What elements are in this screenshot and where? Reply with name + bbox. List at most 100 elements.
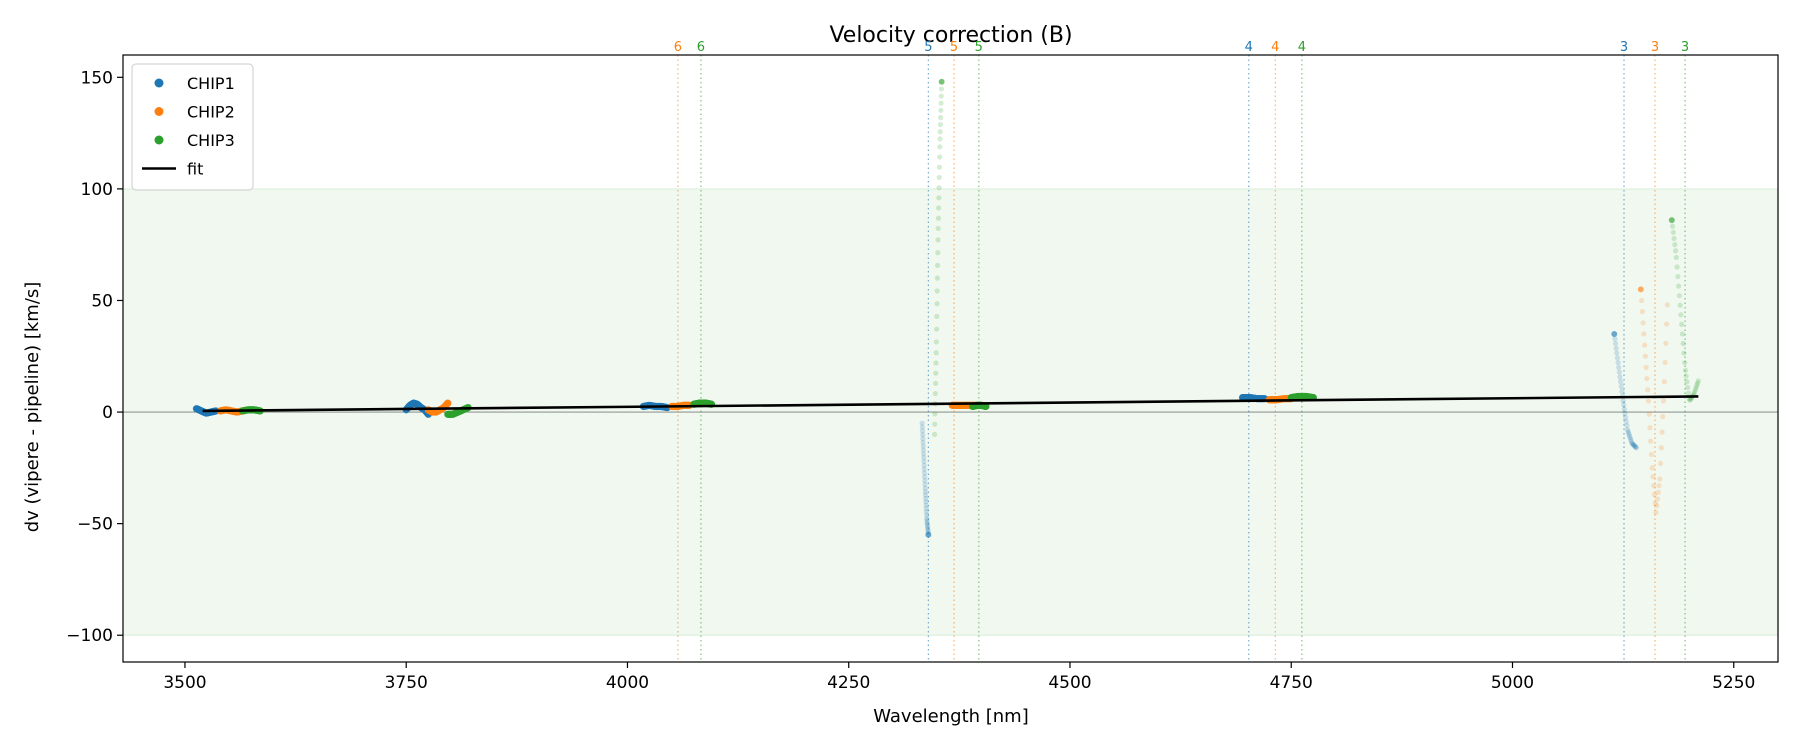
data-point [1616, 364, 1622, 371]
data-point [938, 78, 945, 85]
data-point [1613, 345, 1619, 351]
data-point [924, 517, 930, 524]
data-point [1695, 378, 1701, 384]
data-point [931, 431, 938, 437]
data-point [920, 435, 926, 442]
data-point [1681, 350, 1687, 356]
data-point [1633, 444, 1639, 450]
data-point [1627, 434, 1633, 441]
data-point [1660, 398, 1667, 404]
fit-line [202, 395, 1699, 413]
data-point [1673, 254, 1679, 261]
data-point [1620, 398, 1626, 404]
data-point [925, 525, 931, 531]
data-point [1670, 229, 1676, 235]
data-point [1642, 353, 1648, 359]
data-point [933, 339, 939, 345]
data-point [933, 370, 939, 376]
data-point [1648, 438, 1654, 444]
data-point [920, 451, 927, 457]
data-point [1630, 441, 1636, 447]
data-point [921, 462, 927, 468]
data-point [1644, 375, 1650, 382]
data-point [921, 470, 928, 476]
data-point [934, 313, 940, 320]
y-tick-label: −50 [77, 515, 113, 535]
data-point [1682, 360, 1688, 366]
data-point [1675, 273, 1681, 280]
data-point [1684, 379, 1690, 385]
data-point [1625, 429, 1631, 435]
data-point [1628, 436, 1634, 443]
data-point [1664, 302, 1670, 308]
data-point [937, 122, 944, 128]
data-point [1631, 443, 1638, 449]
data-point [1662, 359, 1668, 366]
x-tick-label: 4000 [606, 673, 649, 693]
data-point [982, 402, 990, 411]
data-point [1638, 297, 1645, 304]
data-point [1612, 340, 1619, 347]
data-point [923, 509, 930, 515]
data-point [1631, 442, 1637, 448]
data-point [919, 428, 926, 434]
data-point [1649, 465, 1655, 471]
data-point [924, 519, 930, 525]
data-point [920, 439, 926, 445]
x-tick-label: 5250 [1712, 673, 1755, 693]
data-point [1651, 492, 1658, 498]
data-point [932, 380, 939, 386]
legend-label: fit [187, 160, 203, 179]
data-point [1663, 340, 1669, 346]
data-point [936, 185, 942, 191]
plot-frame [122, 54, 1779, 663]
data-point [1672, 242, 1678, 248]
data-point [924, 512, 930, 518]
data-point [1692, 387, 1698, 393]
data-point [938, 107, 944, 113]
data-point [933, 360, 939, 366]
data-point [1691, 389, 1698, 395]
data-point [1679, 321, 1685, 327]
data-point [924, 521, 930, 527]
data-point [933, 326, 940, 332]
order-label: 3 [1651, 40, 1659, 55]
data-point [1657, 460, 1664, 466]
data-point [1621, 402, 1627, 408]
data-point [925, 531, 932, 538]
data-point [1676, 293, 1682, 299]
legend-marker [154, 135, 164, 145]
data-point [932, 390, 938, 397]
data-point [1643, 364, 1649, 371]
data-point [1682, 367, 1689, 373]
data-point [1683, 373, 1689, 379]
data-point [922, 481, 928, 488]
order-label: 3 [1681, 40, 1689, 55]
data-point [1678, 312, 1684, 318]
data-point [922, 492, 929, 498]
data-point [1623, 414, 1629, 421]
data-point [1669, 223, 1676, 229]
data-point [938, 114, 944, 121]
data-point [1626, 431, 1632, 437]
data-point [1617, 379, 1624, 385]
legend: CHIP1 CHIP2 CHIP3 fit [131, 63, 254, 191]
data-point [1624, 427, 1631, 433]
data-point [936, 174, 942, 181]
data-point [920, 443, 926, 449]
order-label: 4 [1245, 40, 1253, 55]
data-point [934, 288, 940, 294]
order-label: 6 [697, 40, 705, 55]
data-point [938, 100, 944, 106]
data-point [1694, 382, 1700, 389]
data-point [1653, 509, 1659, 516]
x-tick-label: 4750 [1270, 673, 1313, 693]
y-axis-title: dv (vipere - pipeline) [km/s] [22, 282, 43, 533]
data-point [935, 225, 941, 232]
data-point [937, 129, 943, 135]
data-point [1645, 398, 1652, 404]
y-tick-label: 0 [102, 403, 113, 423]
data-point [938, 86, 945, 92]
data-point [1637, 286, 1644, 293]
data-point [1619, 388, 1625, 394]
